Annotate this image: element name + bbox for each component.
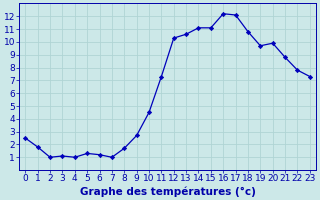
X-axis label: Graphe des températures (°c): Graphe des températures (°c)	[80, 186, 255, 197]
